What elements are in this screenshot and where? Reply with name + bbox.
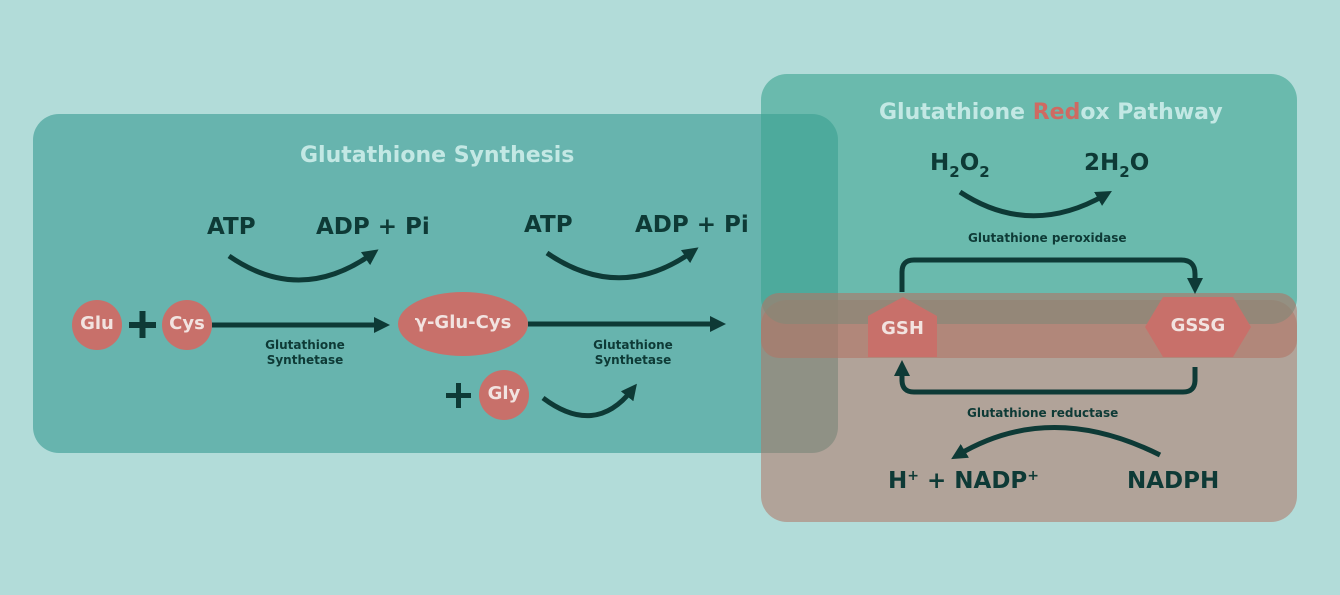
adp-pi-label-2: ADP + Pi	[635, 212, 749, 238]
enzyme-label-1-line2: Synthetase	[266, 353, 344, 367]
hplus-sup: +	[907, 468, 919, 484]
plus-sign-gly	[446, 383, 471, 408]
adp-pi-label-1: ADP + Pi	[316, 214, 430, 240]
peroxidase-label: Glutathione peroxidase	[968, 231, 1127, 245]
hplus-h: H	[888, 468, 908, 494]
atp-label-2: ATP	[524, 212, 573, 238]
curve-atp-adp-2	[545, 247, 699, 281]
water-o: O	[1129, 150, 1150, 176]
cys-label: Cys	[169, 313, 205, 334]
redox-title-prefix: Glutathione	[879, 100, 1033, 125]
enzyme-label-2: Glutathione Synthetase	[568, 338, 698, 368]
enzyme-label-1: Glutathione Synthetase	[240, 338, 370, 368]
reductase-label: Glutathione reductase	[967, 406, 1119, 420]
h2o2-h: H	[930, 150, 950, 176]
enzyme-label-2-line1: Glutathione	[593, 338, 673, 352]
water-label: 2H2O	[1084, 150, 1150, 181]
h2o2-sub2: 2	[979, 163, 990, 181]
gly-label: Gly	[487, 383, 521, 404]
gsh-label: GSH	[881, 318, 924, 339]
gamma-glu-cys-label: γ-Glu-Cys	[414, 312, 512, 333]
hplus-nadp-label: H+ + NADP+	[888, 468, 1039, 494]
gssg-label: GSSG	[1170, 315, 1226, 336]
nadp-sup: +	[1027, 468, 1040, 484]
curve-gly-in	[541, 383, 637, 419]
enzyme-label-2-line2: Synthetase	[594, 353, 672, 367]
curve-nadph-nadp	[951, 425, 1162, 460]
gsh-node	[868, 297, 937, 357]
curve-atp-adp-1	[227, 249, 379, 283]
h2o2-label: H2O2	[930, 150, 990, 181]
water-sub: 2	[1119, 163, 1130, 181]
water-2h: 2H	[1084, 150, 1120, 176]
atp-label-1: ATP	[207, 214, 256, 240]
gly-node	[479, 370, 529, 420]
gssg-node	[1145, 297, 1251, 357]
redox-title-suffix: ox Pathway	[1080, 100, 1223, 125]
glu-node	[72, 300, 122, 350]
curve-h2o2-h2o	[958, 189, 1112, 219]
redox-title: Glutathione Redox Pathway	[879, 100, 1223, 125]
enzyme-label-1-line1: Glutathione	[265, 338, 345, 352]
glu-label: Glu	[80, 313, 114, 334]
redox-title-highlight: Red	[1032, 100, 1081, 125]
plus-sign-glu-cys	[129, 311, 156, 338]
synthesis-title: Glutathione Synthesis	[300, 143, 575, 168]
cys-node	[162, 300, 212, 350]
cycle-gssg-to-gsh	[893, 359, 1198, 395]
h2o2-sub1: 2	[949, 163, 960, 181]
synthesis-panel	[33, 114, 838, 453]
h2o2-o: O	[959, 150, 980, 176]
gamma-glu-cys-node	[398, 292, 528, 356]
nadp-text: + NADP	[918, 468, 1028, 494]
cycle-gsh-to-gssg	[899, 257, 1204, 295]
nadph-label: NADPH	[1127, 468, 1220, 494]
